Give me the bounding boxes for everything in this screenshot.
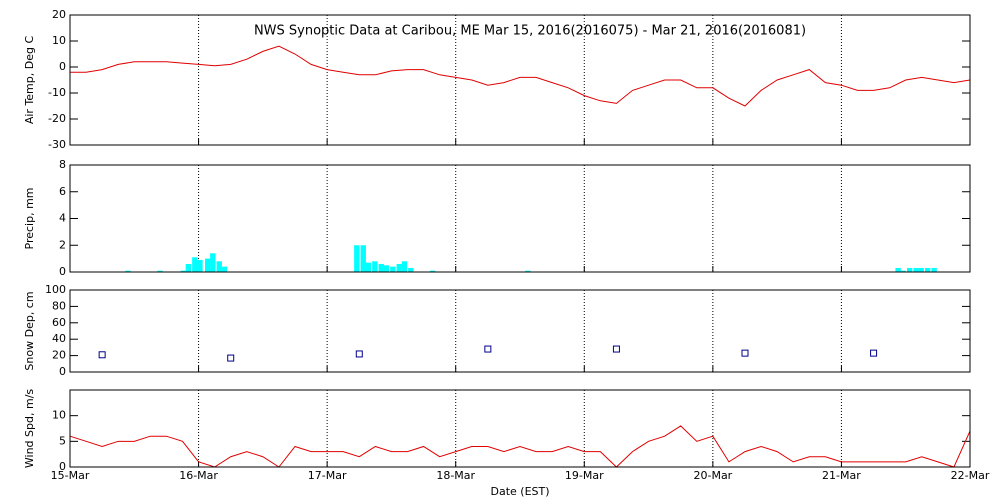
bar <box>396 263 402 272</box>
point <box>741 349 749 357</box>
y-tick-label: 2 <box>59 238 66 251</box>
point <box>484 345 492 353</box>
point <box>98 351 106 359</box>
x-tick-label: 19-Mar <box>565 469 604 482</box>
bar <box>931 267 937 272</box>
y-axis-label: Precip, mm <box>23 188 36 250</box>
y-tick-label: 10 <box>52 409 66 422</box>
panel-frame <box>69 389 971 468</box>
bar <box>221 266 228 272</box>
x-tick-label: 18-Mar <box>436 469 475 482</box>
data-line <box>70 45 971 107</box>
y-tick-label: 8 <box>59 158 66 171</box>
bar <box>900 270 906 272</box>
y-axis-label: Snow Dep, cm <box>23 291 36 370</box>
bar <box>354 245 360 272</box>
bar <box>907 267 913 272</box>
point <box>355 350 363 358</box>
data-line <box>69 425 971 468</box>
chart-title: NWS Synoptic Data at Caribou, ME Mar 15,… <box>254 24 806 39</box>
point <box>612 345 620 353</box>
bar <box>525 270 531 272</box>
bar <box>180 270 186 272</box>
y-axis-label: Wind Spd, m/s <box>23 389 36 469</box>
y-tick-label: 20 <box>52 349 66 362</box>
x-tick-label: 22-Mar <box>951 469 990 482</box>
y-tick-label: -20 <box>48 112 66 125</box>
y-tick-label: 0 <box>59 265 66 278</box>
x-tick-label: 20-Mar <box>693 469 732 482</box>
bar <box>383 265 390 272</box>
y-tick-label: -10 <box>48 86 66 99</box>
bar <box>378 263 384 272</box>
panel-frame <box>69 164 971 273</box>
y-tick-label: 6 <box>59 185 66 198</box>
point <box>870 349 878 357</box>
y-tick-label: -30 <box>48 138 66 151</box>
y-tick-label: 20 <box>52 8 66 21</box>
bar <box>408 267 414 272</box>
bar <box>205 258 211 272</box>
y-tick-label: 5 <box>59 434 66 447</box>
y-tick-label: 60 <box>52 316 66 329</box>
x-tick-label: 15-Mar <box>51 469 90 482</box>
bar <box>372 261 378 272</box>
panel-frame <box>69 14 971 146</box>
y-tick-label: 40 <box>52 332 66 345</box>
bar <box>895 267 901 272</box>
y-tick-label: 100 <box>45 283 66 296</box>
bar <box>192 257 198 272</box>
x-tick-label: 21-Mar <box>822 469 861 482</box>
bar <box>157 270 163 272</box>
y-tick-label: 0 <box>59 60 66 73</box>
bar <box>390 266 396 272</box>
bar <box>197 259 203 272</box>
bar <box>360 245 366 272</box>
bar <box>365 262 372 272</box>
x-axis-label: Date (EST) <box>490 485 549 498</box>
y-tick-label: 4 <box>59 212 66 225</box>
panel-frame <box>69 289 971 373</box>
bar <box>925 267 931 272</box>
y-tick-label: 0 <box>59 365 66 378</box>
y-tick-label: 0 <box>59 460 66 473</box>
x-tick-label: 17-Mar <box>308 469 347 482</box>
bar <box>185 263 192 272</box>
bar <box>401 261 408 272</box>
y-axis-label: Air Temp, Deg C <box>23 36 36 125</box>
bar <box>125 270 131 272</box>
bar <box>210 253 216 272</box>
y-tick-label: 80 <box>52 299 66 312</box>
point <box>227 354 235 362</box>
bar <box>913 267 919 272</box>
bar <box>430 270 436 272</box>
x-tick-label: 16-Mar <box>179 469 218 482</box>
bar <box>918 267 924 272</box>
bar <box>216 261 222 272</box>
y-tick-label: 10 <box>52 34 66 47</box>
